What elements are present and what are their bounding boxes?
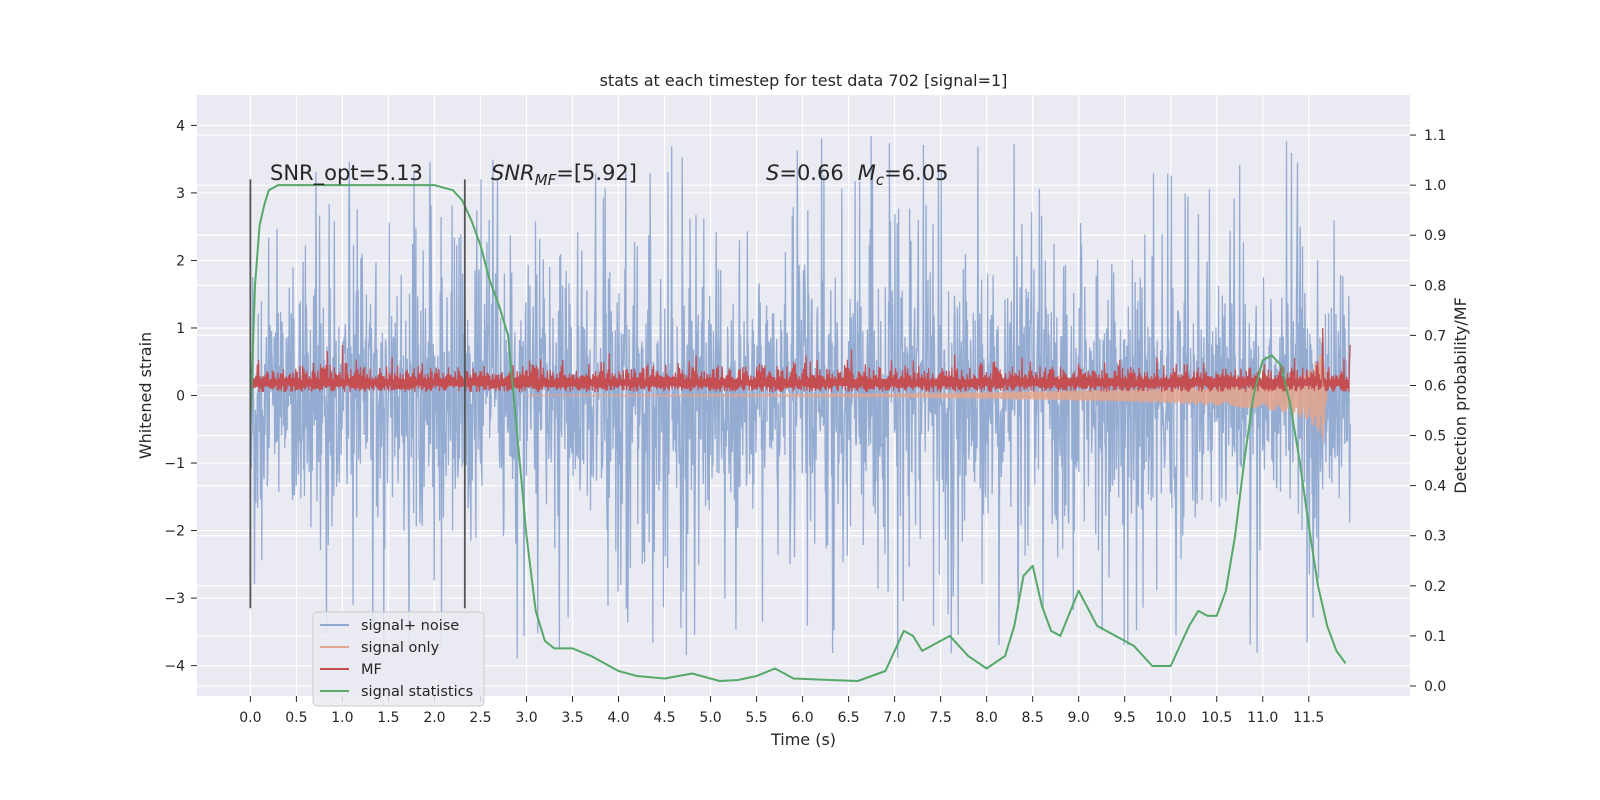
x-tick-label: 2.5 — [469, 710, 491, 726]
x-tick-label: 10.0 — [1155, 710, 1186, 726]
vertical-markers — [249, 179, 466, 609]
y-tick-label: −4 — [164, 659, 185, 675]
y-tick-label: −1 — [164, 456, 185, 472]
series-layer — [249, 136, 1351, 682]
x-tick-label: 11.5 — [1293, 710, 1324, 726]
series-mf — [249, 327, 1351, 393]
legend-label: signal+ noise — [361, 618, 459, 634]
legend-label: signal only — [361, 640, 440, 656]
legend: signal+ noise signal only MF signal statist… — [312, 611, 485, 707]
x-tick-label: 3.0 — [515, 710, 537, 726]
x-tick-label: 6.5 — [837, 710, 859, 726]
y-axis-ticks: 4 3 2 1 0 −1 −2 −3 −4 — [164, 118, 197, 675]
x-tick-label: 6.0 — [791, 710, 813, 726]
y-right-tick-label: 0.3 — [1424, 529, 1446, 545]
x-tick-label: 1.0 — [331, 710, 353, 726]
y-right-tick-label: 0.9 — [1424, 228, 1446, 244]
y-tick-label: −3 — [164, 591, 185, 607]
annotation-snr-mf: SNRMF=[5.92] — [491, 161, 637, 189]
series-signal-statistics — [249, 184, 1347, 682]
x-tick-label: 3.5 — [561, 710, 583, 726]
y-right-tick-label: 0.8 — [1424, 278, 1446, 294]
x-tick-label: 4.0 — [607, 710, 629, 726]
series-signal-noise — [249, 136, 1351, 659]
x-tick-label: 5.5 — [745, 710, 767, 726]
y-tick-label: 2 — [176, 253, 185, 269]
legend-frame — [312, 611, 485, 707]
y-tick-label: 3 — [176, 186, 185, 202]
y-tick-label: −2 — [164, 524, 185, 540]
x-tick-label: 2.0 — [423, 710, 445, 726]
y-right-tick-label: 0.1 — [1424, 629, 1446, 645]
y-right-tick-label: 0.4 — [1424, 479, 1446, 495]
y-right-tick-label: 0.0 — [1424, 679, 1446, 695]
series-signal-only — [526, 354, 1328, 443]
legend-label: signal statistics — [361, 684, 473, 700]
y-tick-label: 4 — [176, 118, 185, 134]
y-right-tick-label: 0.5 — [1424, 429, 1446, 445]
x-tick-label: 11.0 — [1247, 710, 1278, 726]
y-right-tick-label: 1.1 — [1424, 128, 1446, 144]
x-axis-label: Time (s) — [770, 730, 836, 749]
x-tick-label: 5.0 — [699, 710, 721, 726]
y-right-axis-label: Detection probability/MF — [1451, 297, 1470, 494]
annotation-s-mc: S=0.66 Mc=6.05 — [766, 161, 948, 189]
y-tick-label: 1 — [176, 321, 185, 337]
x-tick-label: 0.5 — [285, 710, 307, 726]
x-axis-ticks: 0.0 0.5 1.0 1.5 2.0 2.5 3.0 3.5 4.0 4.5 5.0 5.5 6.0 6… — [239, 696, 1324, 726]
x-tick-label: 8.0 — [976, 710, 998, 726]
y-right-tick-label: 0.6 — [1424, 378, 1446, 394]
annotation-snr-opt: SNR_opt=5.13 — [270, 161, 423, 186]
legend-label: MF — [361, 662, 382, 678]
y-right-tick-label: 0.7 — [1424, 328, 1446, 344]
x-tick-label: 8.5 — [1022, 710, 1044, 726]
chart-title: stats at each timestep for test data 702… — [600, 71, 1008, 90]
y-tick-label: 0 — [176, 389, 185, 405]
x-tick-label: 7.0 — [883, 710, 905, 726]
x-tick-label: 4.5 — [653, 710, 675, 726]
x-tick-label: 1.5 — [377, 710, 399, 726]
y-right-axis-ticks: 1.1 1.0 0.9 0.8 0.7 0.6 0.5 0.4 0.3 0.2 0.1 0.0 — [1410, 128, 1446, 695]
x-tick-label: 9.5 — [1114, 710, 1136, 726]
y-right-tick-label: 0.2 — [1424, 579, 1446, 595]
x-tick-label: 9.0 — [1068, 710, 1090, 726]
x-tick-label: 10.5 — [1201, 710, 1232, 726]
x-tick-label: 0.0 — [239, 710, 261, 726]
annotations: SNR_opt=5.13 SNRMF=[5.92] S=0.66 Mc=6.05 — [270, 161, 948, 189]
x-tick-label: 7.5 — [929, 710, 951, 726]
y-axis-label: Whitened strain — [136, 332, 155, 459]
y-right-tick-label: 1.0 — [1424, 178, 1446, 194]
